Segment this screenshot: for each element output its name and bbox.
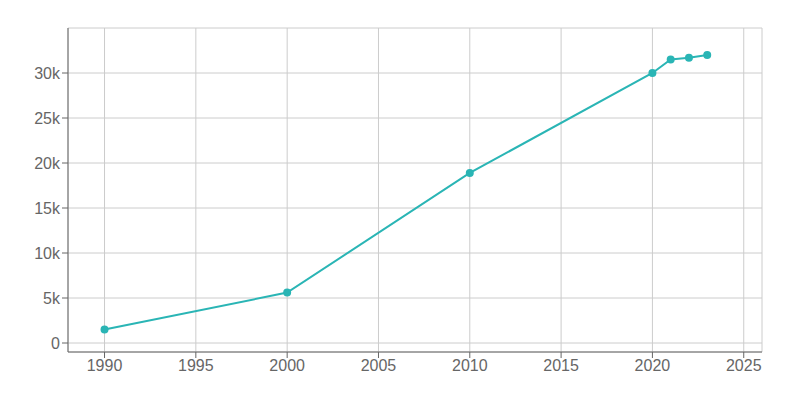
svg-text:2010: 2010 — [452, 357, 488, 374]
svg-text:1995: 1995 — [178, 357, 214, 374]
svg-text:1990: 1990 — [87, 357, 123, 374]
svg-text:5k: 5k — [43, 290, 61, 307]
svg-text:25k: 25k — [34, 110, 61, 127]
svg-text:30k: 30k — [34, 65, 61, 82]
svg-text:20k: 20k — [34, 155, 61, 172]
svg-text:2025: 2025 — [726, 357, 762, 374]
svg-text:0: 0 — [51, 335, 60, 352]
svg-text:2005: 2005 — [361, 357, 397, 374]
svg-text:10k: 10k — [34, 245, 61, 262]
svg-text:15k: 15k — [34, 200, 61, 217]
svg-text:2000: 2000 — [269, 357, 305, 374]
svg-text:2015: 2015 — [543, 357, 579, 374]
svg-text:2020: 2020 — [635, 357, 671, 374]
